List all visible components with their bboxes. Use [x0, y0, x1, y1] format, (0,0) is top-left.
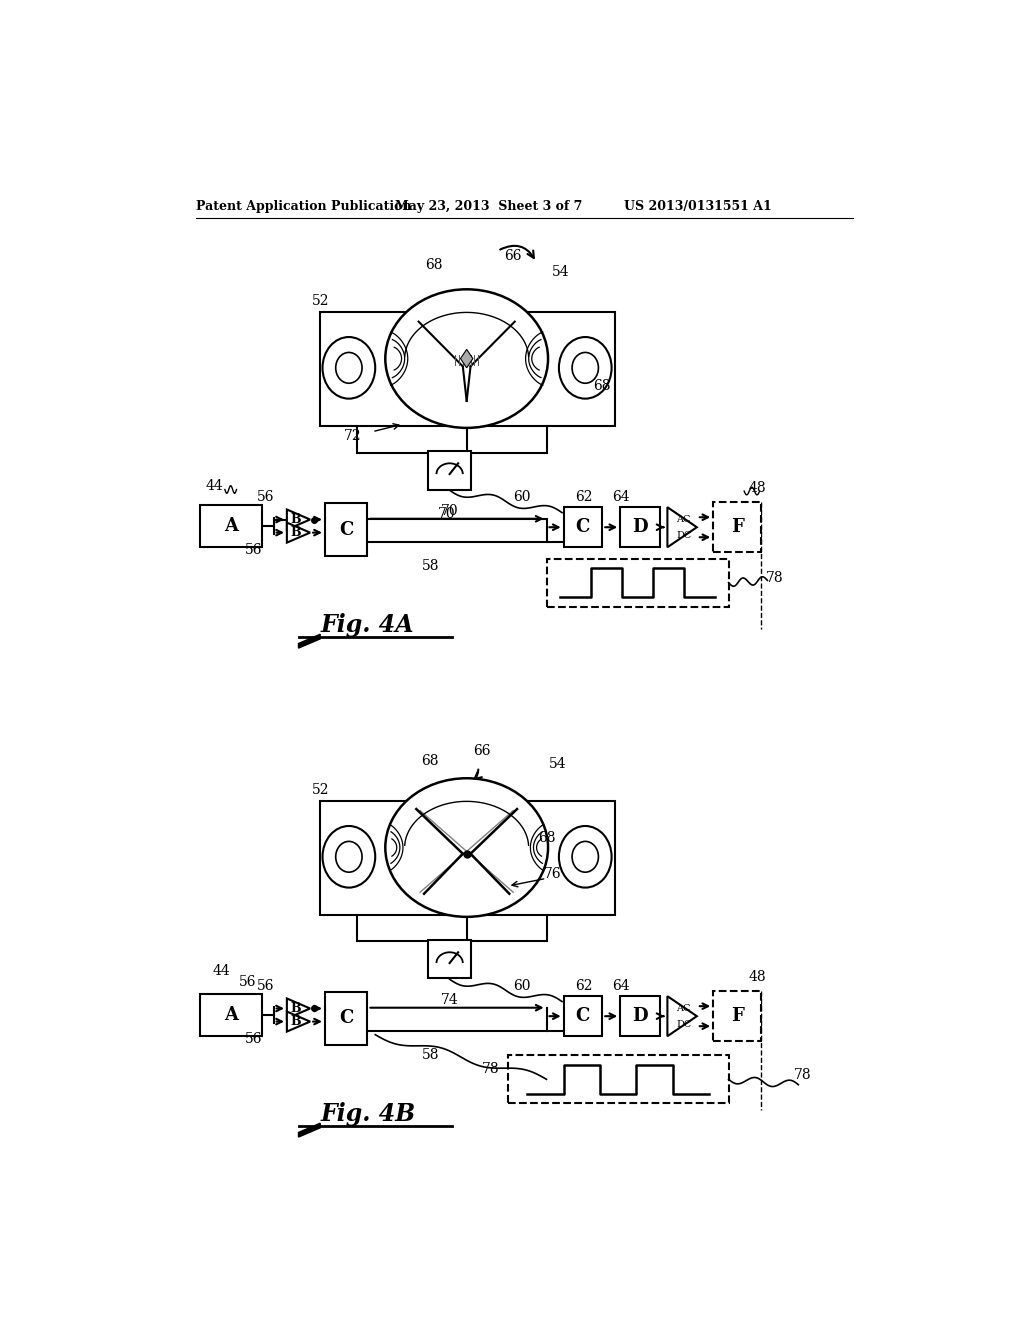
Bar [713, 991, 761, 1040]
Bar [200, 994, 262, 1036]
Polygon shape [299, 1123, 321, 1137]
Ellipse shape [385, 779, 548, 917]
Bar [321, 313, 614, 426]
Text: D: D [633, 1007, 648, 1026]
Text: 48: 48 [749, 970, 766, 983]
Text: 56: 56 [245, 543, 262, 557]
Text: 68: 68 [594, 379, 611, 392]
Bar [508, 1056, 729, 1104]
Bar [428, 940, 471, 978]
Text: 68: 68 [538, 832, 555, 845]
Text: AC: AC [677, 1003, 691, 1012]
Text: 68: 68 [425, 257, 442, 272]
Text: 62: 62 [574, 490, 593, 504]
Text: US 2013/0131551 A1: US 2013/0131551 A1 [624, 199, 772, 213]
Text: D: D [633, 519, 648, 536]
Text: 60: 60 [513, 979, 530, 993]
Text: AC: AC [677, 515, 691, 524]
Polygon shape [287, 998, 310, 1019]
Bar [563, 997, 602, 1036]
Bar [200, 504, 262, 548]
Text: 58: 58 [422, 1048, 439, 1063]
Text: 52: 52 [311, 783, 329, 797]
Text: 52: 52 [311, 294, 329, 308]
Text: B: B [290, 527, 301, 539]
Ellipse shape [323, 826, 375, 887]
Text: DC: DC [676, 531, 691, 540]
Text: Fig. 4B: Fig. 4B [321, 1102, 416, 1126]
Text: 70: 70 [438, 507, 456, 521]
Ellipse shape [559, 826, 611, 887]
Text: 78: 78 [766, 572, 784, 585]
Bar [325, 503, 368, 556]
FancyArrowPatch shape [500, 246, 534, 257]
Bar [428, 451, 471, 490]
Polygon shape [287, 510, 310, 529]
Text: May 23, 2013  Sheet 3 of 7: May 23, 2013 Sheet 3 of 7 [395, 199, 583, 213]
Ellipse shape [323, 337, 375, 399]
Ellipse shape [559, 337, 611, 399]
Text: B: B [290, 1002, 301, 1015]
Text: C: C [575, 519, 590, 536]
Polygon shape [287, 1011, 310, 1032]
Text: 68: 68 [422, 754, 439, 768]
Text: 56: 56 [245, 1031, 262, 1045]
Text: B: B [290, 513, 301, 527]
Polygon shape [299, 635, 321, 648]
Text: 44: 44 [212, 964, 229, 978]
Polygon shape [668, 507, 697, 548]
Text: DC: DC [676, 1019, 691, 1028]
Text: 56: 56 [240, 975, 257, 989]
Bar [713, 502, 761, 552]
Bar [321, 801, 614, 915]
Text: 58: 58 [422, 560, 439, 573]
Bar [325, 993, 368, 1044]
Text: 60: 60 [513, 490, 530, 504]
Text: C: C [339, 520, 353, 539]
Text: 76: 76 [544, 867, 561, 882]
Text: 62: 62 [574, 979, 593, 993]
Text: 54: 54 [552, 265, 569, 280]
Text: Patent Application Publication: Patent Application Publication [197, 199, 412, 213]
Bar [621, 507, 660, 548]
Text: 64: 64 [612, 979, 630, 993]
Bar [563, 507, 602, 548]
Text: A: A [224, 1006, 238, 1024]
Text: 56: 56 [257, 979, 274, 993]
FancyArrowPatch shape [474, 770, 482, 779]
Text: 54: 54 [549, 758, 567, 771]
Text: F: F [731, 517, 743, 536]
Text: 78: 78 [482, 1063, 500, 1076]
Text: F: F [731, 1007, 743, 1024]
Text: A: A [224, 517, 238, 535]
Text: 66: 66 [505, 249, 522, 263]
Text: C: C [339, 1010, 353, 1027]
Text: 70: 70 [440, 504, 459, 517]
Polygon shape [668, 997, 697, 1036]
Ellipse shape [385, 289, 548, 428]
Text: B: B [290, 1015, 301, 1028]
Bar [621, 997, 660, 1036]
Text: 72: 72 [344, 429, 361, 442]
Text: 66: 66 [473, 744, 490, 758]
Text: C: C [575, 1007, 590, 1026]
Text: Fig. 4A: Fig. 4A [321, 612, 414, 638]
Text: 48: 48 [749, 480, 766, 495]
Polygon shape [461, 350, 473, 368]
Text: 56: 56 [257, 490, 274, 504]
Text: 64: 64 [612, 490, 630, 504]
Text: 78: 78 [794, 1068, 811, 1081]
Bar [547, 558, 729, 607]
Text: 74: 74 [440, 993, 459, 1007]
Polygon shape [287, 523, 310, 543]
Text: 44: 44 [206, 479, 223, 492]
